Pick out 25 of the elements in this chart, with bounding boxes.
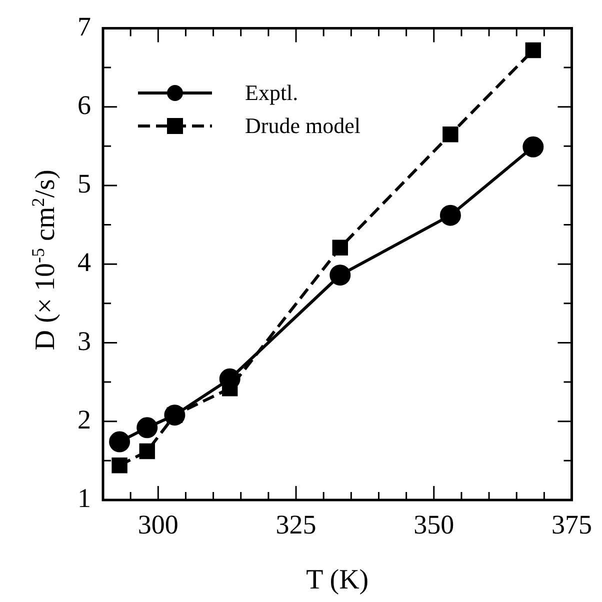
x-tick-label: 375 [552,509,592,540]
y-tick-label: 3 [78,326,91,356]
y-tick-label: 4 [78,247,92,278]
point [440,204,461,226]
x-tick-label: 300 [138,509,178,540]
legend-label: Drude model [245,112,360,139]
point [109,431,130,452]
x-axis-title: T (K) [306,564,369,596]
point [139,443,155,460]
point [136,417,158,438]
point [525,42,542,58]
point [112,458,128,474]
point [164,404,186,426]
y-tick-label: 7 [78,11,91,42]
point [330,264,351,286]
y-tick-label: 5 [78,168,91,199]
point [442,126,458,142]
y-tick-label: 6 [78,90,91,120]
point [332,240,348,256]
legend-label: Exptl. [245,80,298,106]
point [522,136,544,158]
x-tick-label: 325 [276,509,316,540]
x-tick-label: 350 [414,509,454,540]
y-tick-label: 2 [78,404,91,434]
y-tick-label: 1 [78,483,91,514]
